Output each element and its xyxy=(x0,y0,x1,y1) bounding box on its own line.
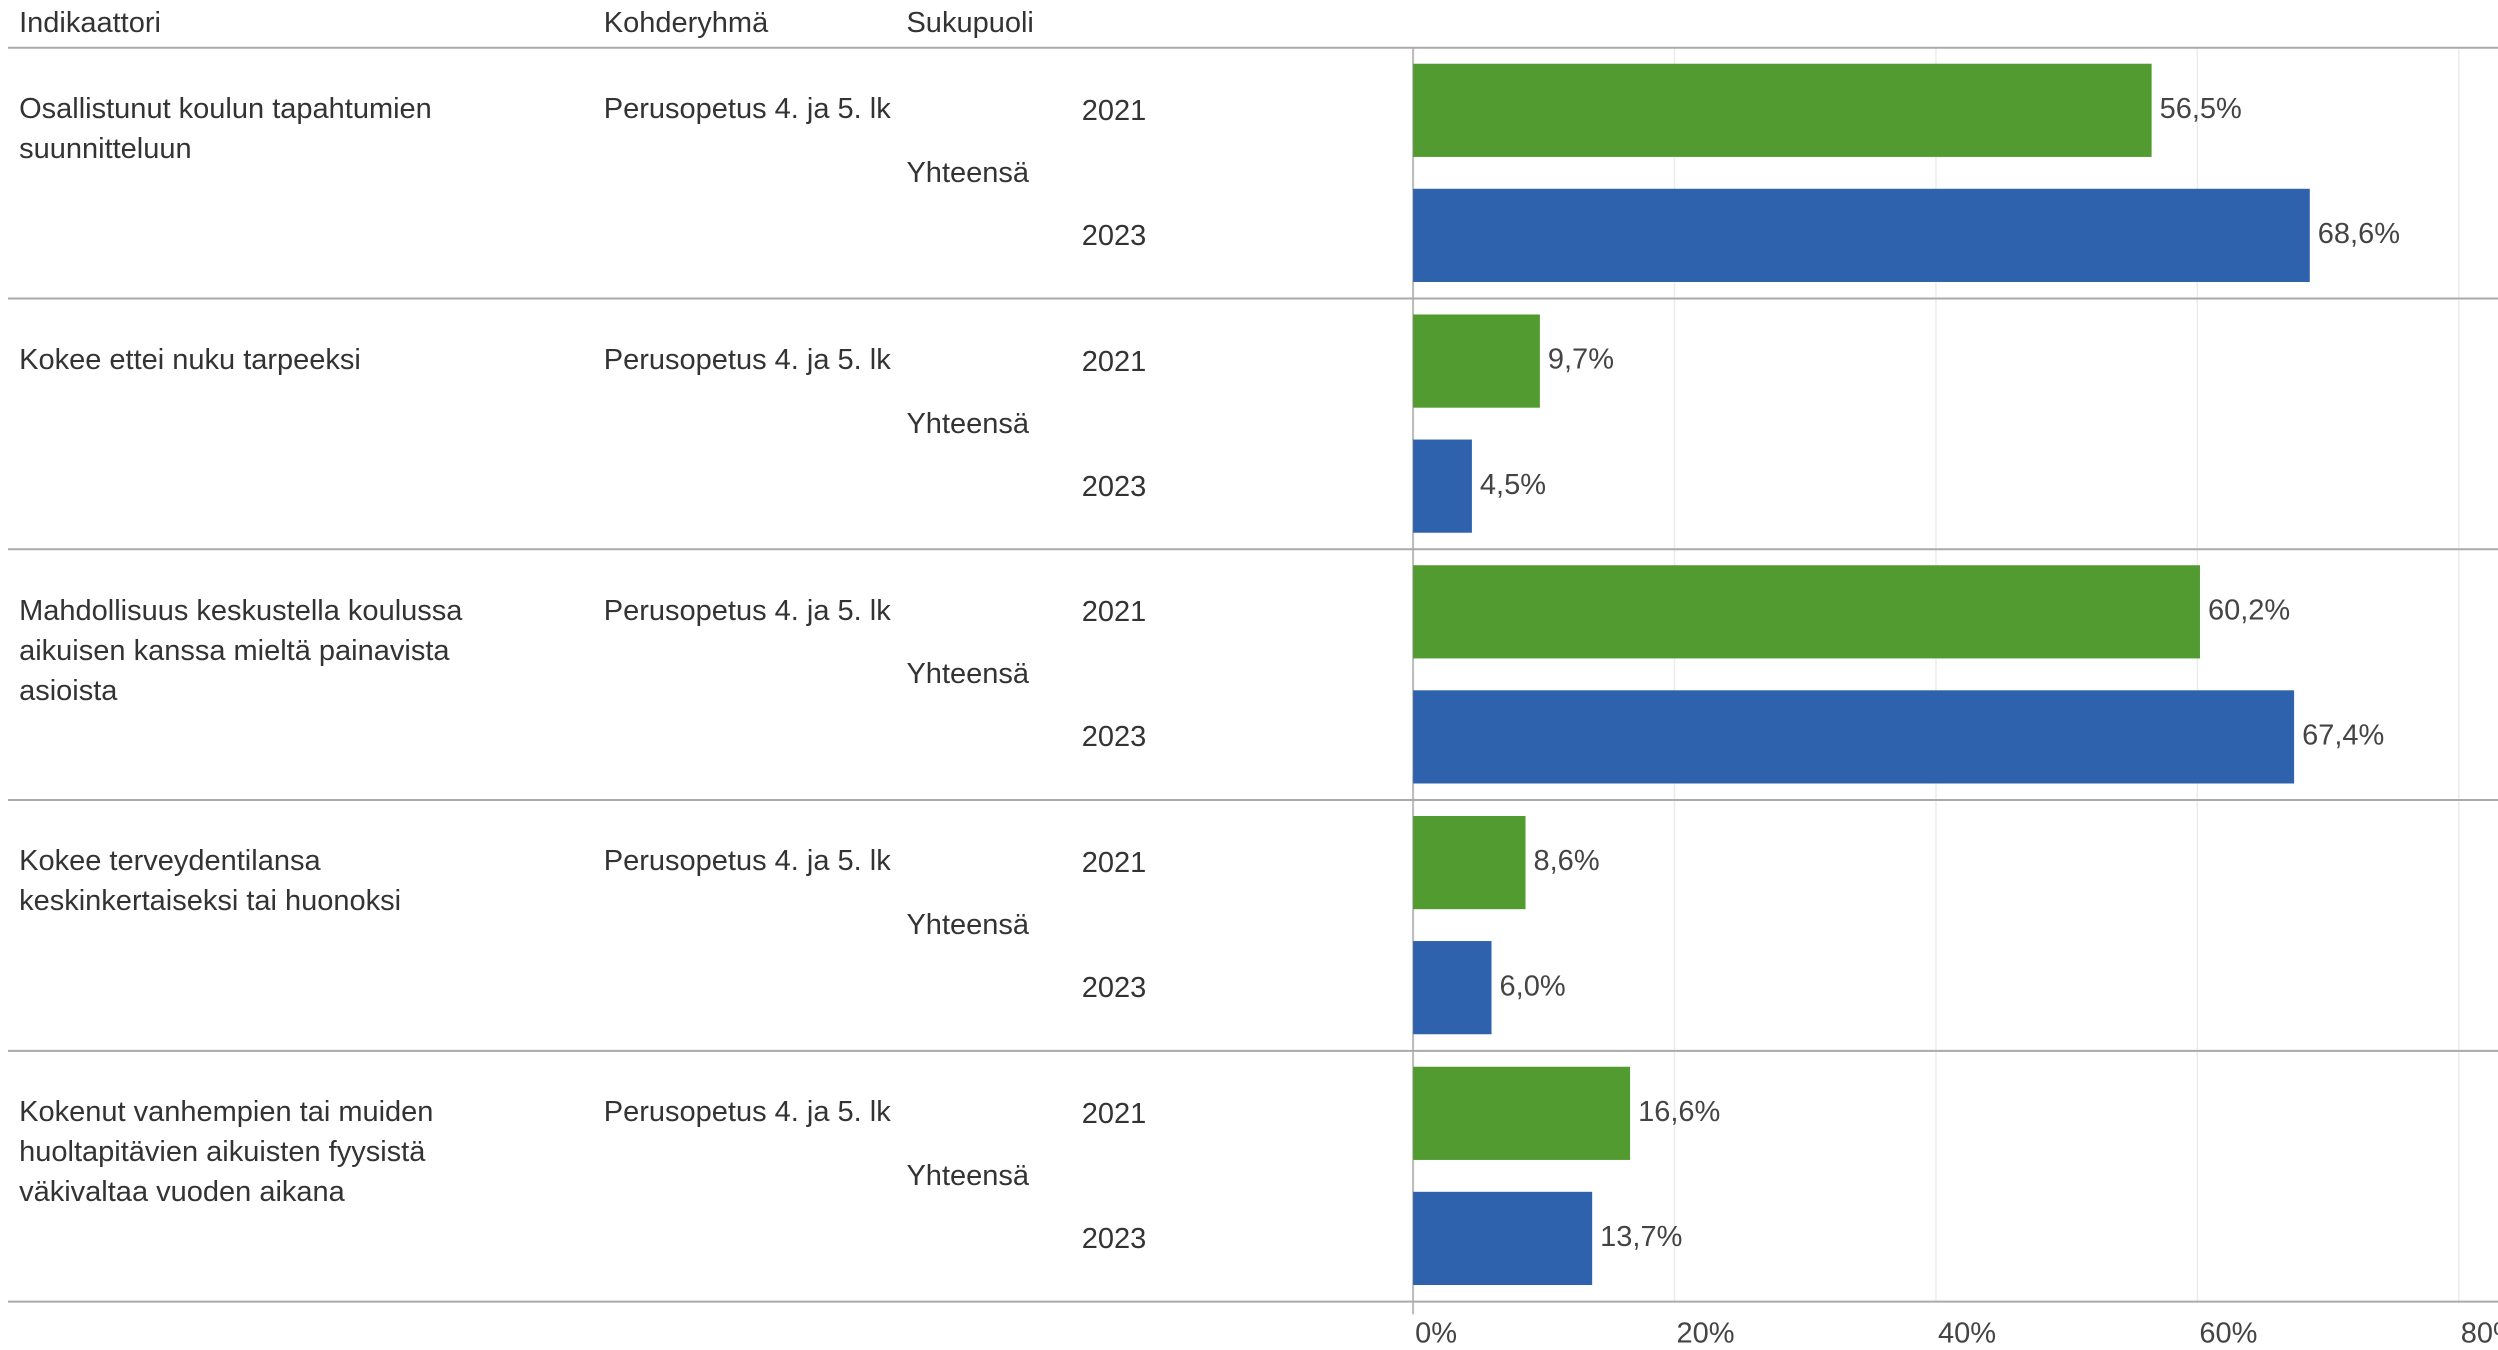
bar xyxy=(1413,565,2200,659)
indicator: Mahdollisuus keskustella koulussa aikuis… xyxy=(19,594,463,707)
bar xyxy=(1413,1066,1631,1160)
bar xyxy=(1413,690,2295,784)
value-label: 9,7% xyxy=(1548,344,1614,376)
value-label: 68,6% xyxy=(2318,218,2400,250)
year-label: 2021 xyxy=(1081,847,1147,880)
year-label: 2023 xyxy=(1081,972,1147,1005)
bar xyxy=(1413,439,1472,533)
column-header: Kohderyhmä xyxy=(603,7,769,40)
year-label: 2021 xyxy=(1081,1097,1147,1130)
x-tick-label: 40% xyxy=(1938,1318,1996,1350)
x-tick-label: 60% xyxy=(2199,1318,2257,1350)
gender: Yhteensä xyxy=(906,909,1030,942)
target-group: Perusopetus 4. ja 5. lk xyxy=(603,93,891,126)
bar xyxy=(1413,941,1492,1035)
indicator: Kokenut vanhempien tai muiden huoltapitä… xyxy=(19,1096,434,1209)
value-label: 4,5% xyxy=(1480,469,1546,501)
x-tick-label: 20% xyxy=(1677,1318,1735,1350)
year-label: 2023 xyxy=(1081,1222,1147,1255)
year-label: 2023 xyxy=(1081,470,1147,503)
value-label: 13,7% xyxy=(1600,1221,1682,1253)
value-label: 16,6% xyxy=(1638,1096,1720,1128)
column-header: Sukupuoli xyxy=(906,7,1034,40)
target-group: Perusopetus 4. ja 5. lk xyxy=(603,1096,891,1129)
indicator: Kokee terveydentilansa keskinkertaiseksi… xyxy=(19,845,402,918)
bar xyxy=(1413,63,2152,157)
value-label: 60,2% xyxy=(2208,594,2290,626)
target-group: Perusopetus 4. ja 5. lk xyxy=(603,343,891,376)
indicator: Osallistunut koulun tapahtumien suunnitt… xyxy=(19,93,432,166)
year-label: 2021 xyxy=(1081,345,1147,378)
gender: Yhteensä xyxy=(906,156,1030,189)
target-group: Perusopetus 4. ja 5. lk xyxy=(603,594,891,627)
target-group: Perusopetus 4. ja 5. lk xyxy=(603,845,891,878)
indicator: Kokee ettei nuku tarpeeksi xyxy=(19,343,361,376)
gender: Yhteensä xyxy=(906,407,1030,440)
value-label: 67,4% xyxy=(2302,720,2384,752)
gender: Yhteensä xyxy=(906,658,1030,691)
x-tick-label: 80% xyxy=(2461,1318,2498,1350)
x-tick-label: 0% xyxy=(1415,1318,1457,1350)
bar xyxy=(1413,1191,1593,1286)
year-label: 2023 xyxy=(1081,721,1147,754)
gender: Yhteensä xyxy=(906,1159,1030,1192)
year-label: 2023 xyxy=(1081,219,1147,252)
bar xyxy=(1413,188,2310,282)
value-label: 56,5% xyxy=(2160,93,2242,125)
value-label: 8,6% xyxy=(1534,845,1600,877)
column-header: Indikaattori xyxy=(19,7,161,40)
year-label: 2021 xyxy=(1081,596,1147,629)
year-label: 2021 xyxy=(1081,94,1147,127)
bar xyxy=(1413,815,1526,910)
value-label: 6,0% xyxy=(1500,970,1566,1002)
bar xyxy=(1413,314,1540,408)
